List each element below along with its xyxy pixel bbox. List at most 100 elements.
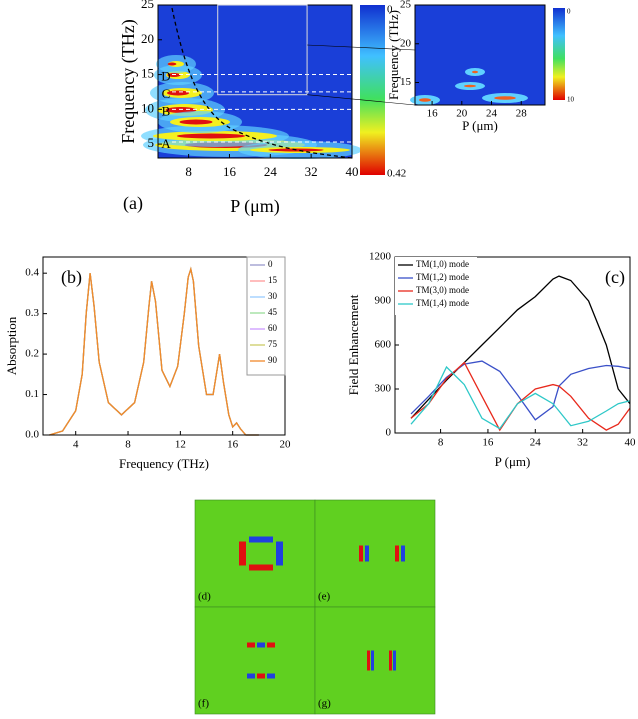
legend-label: TM(1,2) mode [416,272,469,282]
y-tick-label: 15 [141,66,154,81]
colorbar-label: 0 [387,4,393,16]
panel-label: (b) [61,267,82,288]
field-map [194,499,316,608]
x-tick-label: 16 [227,439,239,451]
x-tick-label: 16 [482,437,494,449]
field-lobe [393,650,396,671]
y-tick-label: 0 [386,427,392,439]
y-tick-label: 25 [400,0,412,11]
legend-label: 60 [268,323,278,333]
inset-colorbar [553,8,565,100]
field-core [179,119,213,125]
y-tick-label: 1200 [369,251,392,263]
x-tick-label: 16 [223,164,237,179]
x-tick-label: 24 [530,437,542,449]
field-lobe [267,642,275,648]
x-tick-label: 32 [305,164,318,179]
y-axis-label: Absorption [4,316,19,375]
legend-label: 75 [268,339,278,349]
legend-box [395,257,477,315]
field-core [464,84,476,88]
field-lobe [247,642,255,648]
y-axis-label: Frequency (THz) [386,10,401,100]
plot-frame [394,256,631,434]
field-map [314,606,436,715]
field-lobe [239,541,246,566]
y-tick-label: 0.0 [25,429,39,441]
panel-label: (f) [198,698,209,710]
field-lobe [365,545,369,562]
x-axis-label: P (μm) [495,454,531,469]
mode-label: B [162,103,171,118]
panel-label: (c) [605,267,625,288]
zoom-line [307,44,416,51]
x-tick-label: 40 [625,437,637,449]
y-tick-label: 0.3 [25,307,39,319]
y-tick-label: 25 [141,0,154,11]
inset-bg [415,5,545,105]
x-axis-label: P (μm) [462,118,498,133]
mode-label: D [161,69,170,84]
field-lobe [371,650,374,671]
x-tick-label: 24 [486,108,498,120]
field-lobe [367,650,370,671]
y-axis-label: Frequency (THz) [118,19,139,143]
inset-frame [414,4,546,106]
x-tick-label: 24 [264,164,278,179]
field-lobe [276,541,283,566]
mode-label: A [161,136,171,151]
field-lobe [401,545,405,562]
field-lobe [359,545,363,562]
x-tick-label: 32 [577,437,588,449]
legend-label: 90 [268,355,278,365]
legend-label: 30 [268,291,278,301]
field-lobe [395,545,399,562]
legend-label: 15 [268,275,278,285]
y-tick-label: 20 [141,31,154,46]
series-line [49,266,259,436]
theory-curve [171,7,353,159]
y-tick-label: 0.2 [25,348,39,360]
legend-box [246,256,286,376]
field-lobe [257,642,265,648]
x-tick-label: 12 [175,439,186,451]
y-tick-label: 0.1 [25,388,39,400]
x-tick-label: 4 [73,439,79,451]
panel-label: (a) [123,193,143,214]
y-tick-label: 0.4 [25,267,39,279]
mode-label: C [162,86,171,101]
colorbar [360,5,385,175]
y-tick-label: 900 [375,295,392,307]
y-axis-label: Field Enhancement [346,294,361,395]
field-lobe [249,564,273,571]
x-axis-label: P (μm) [230,196,279,217]
x-tick-label: 28 [516,108,528,120]
series-line [410,365,631,430]
legend-label: TM(1,0) mode [416,259,469,269]
field-lobe [257,673,265,679]
field-core [167,62,177,66]
y-tick-label: 600 [375,339,392,351]
y-tick-label: 5 [148,135,155,150]
field-lobe [247,673,255,679]
field-core [472,70,478,74]
x-tick-label: 40 [346,164,359,179]
field-lobe [389,650,392,671]
y-tick-label: 15 [400,76,412,88]
field-core [494,96,516,100]
panel-label: (d) [198,591,211,603]
x-tick-label: 8 [125,439,131,451]
field-core [419,98,431,102]
legend-label: TM(3,0) mode [416,285,469,295]
panel-label: (e) [318,591,331,603]
y-tick-label: 20 [400,37,412,49]
x-tick-label: 20 [280,439,292,451]
series-line [410,275,631,419]
y-tick-label: 300 [375,383,392,395]
legend-label: 45 [268,307,278,317]
field-map [194,606,316,715]
field-core [176,133,246,139]
x-tick-label: 20 [456,108,468,120]
x-tick-label: 8 [185,164,192,179]
